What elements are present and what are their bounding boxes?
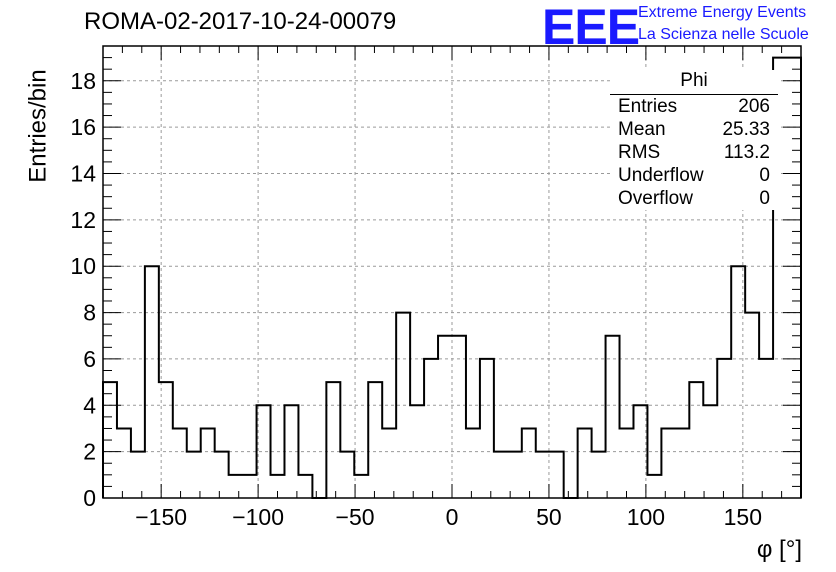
histogram-bin: [229, 475, 243, 498]
histogram-bin: [592, 452, 606, 498]
histogram-bin: [424, 359, 438, 498]
y-axis-label: Entries/bin: [24, 69, 52, 183]
y-tick-label: 2: [83, 439, 96, 465]
histogram-bin: [522, 428, 536, 498]
x-tick-label: −100: [232, 504, 284, 530]
histogram-bin: [382, 428, 396, 498]
histogram-bin: [117, 428, 131, 498]
histogram-bin: [187, 452, 201, 498]
histogram-outline: [102, 56, 802, 499]
stats-label: RMS: [618, 142, 661, 163]
y-tick-label: 6: [83, 346, 96, 372]
histogram-bin: [298, 475, 312, 498]
stats-row: Entries 206: [610, 95, 778, 118]
histogram-bin: [606, 336, 620, 498]
stats-box: Phi Entries 206 Mean 25.33 RMS 113.2 Underf…: [610, 70, 778, 210]
histogram-bin: [661, 428, 675, 498]
stats-label: Overflow: [618, 188, 693, 209]
stats-title: Phi: [610, 70, 778, 95]
histogram-bin: [340, 452, 354, 498]
y-tick-label: 14: [70, 160, 96, 186]
grid: [103, 46, 801, 498]
x-tick-label: 0: [446, 504, 459, 530]
stats-row: RMS 113.2: [610, 141, 778, 164]
histogram-bin: [215, 452, 229, 498]
histogram-bin: [578, 428, 592, 498]
y-tick-label: 18: [70, 68, 96, 94]
eee-logo: EEE: [542, 0, 640, 55]
logo-line-2: La Scienza nelle Scuole: [638, 26, 809, 43]
histogram-series: [102, 56, 802, 499]
histogram-bin: [368, 382, 382, 498]
histogram-bin: [689, 382, 703, 498]
histogram-bin: [354, 475, 368, 498]
histogram-bin: [438, 336, 452, 498]
logo-line-1: Extreme Energy Events: [638, 4, 807, 21]
histogram-bin: [759, 359, 773, 498]
histogram-bin: [243, 475, 257, 498]
y-tick-label: 4: [83, 392, 96, 418]
histogram-bin: [131, 452, 145, 498]
chart-title: ROMA-02-2017-10-24-00079: [84, 8, 397, 35]
x-tick-label: −150: [135, 504, 187, 530]
histogram-bin: [494, 452, 508, 498]
x-tick-label: 150: [724, 504, 762, 530]
y-tick-label: 12: [70, 207, 96, 233]
x-tick-label: 100: [627, 504, 665, 530]
y-tick-label: 8: [83, 300, 96, 326]
histogram-bin: [257, 405, 271, 498]
histogram-bin: [647, 475, 661, 498]
histogram-bin: [452, 336, 466, 498]
histogram-bin: [536, 452, 550, 498]
stats-row: Mean 25.33: [610, 118, 778, 141]
histogram-bin: [326, 382, 340, 498]
tick-labels: −150 −100 −50 0 50 100 150 0 2 4 6 8 10 12 14 16 18: [70, 68, 762, 530]
stats-label: Mean: [618, 119, 666, 140]
histogram-bin: [466, 428, 480, 498]
stats-value: 0: [759, 188, 770, 209]
stats-row: Underflow 0: [610, 164, 778, 187]
histogram-bin: [620, 428, 634, 498]
x-tick-label: −50: [336, 504, 375, 530]
stats-label: Entries: [618, 96, 678, 117]
histogram-bin: [173, 428, 187, 498]
y-tick-label: 0: [83, 485, 96, 511]
x-axis-label: φ [°]: [756, 536, 802, 563]
stats-label: Underflow: [618, 165, 704, 186]
y-tick-label: 16: [70, 114, 96, 140]
histogram-bin: [145, 266, 159, 498]
x-tick-label: 50: [536, 504, 562, 530]
histogram-bin: [675, 428, 689, 498]
stats-value: 113.2: [723, 142, 770, 163]
axis-ticks: [102, 45, 802, 499]
y-tick-label: 10: [70, 253, 96, 279]
histogram-bin: [717, 359, 731, 498]
histogram-bin: [550, 452, 564, 498]
stats-value: 206: [738, 96, 770, 117]
stats-value: 25.33: [722, 119, 770, 140]
histogram-bin: [201, 428, 215, 498]
histogram-bin: [480, 359, 494, 498]
stats-row: Overflow 0: [610, 187, 778, 210]
stats-value: 0: [759, 165, 770, 186]
